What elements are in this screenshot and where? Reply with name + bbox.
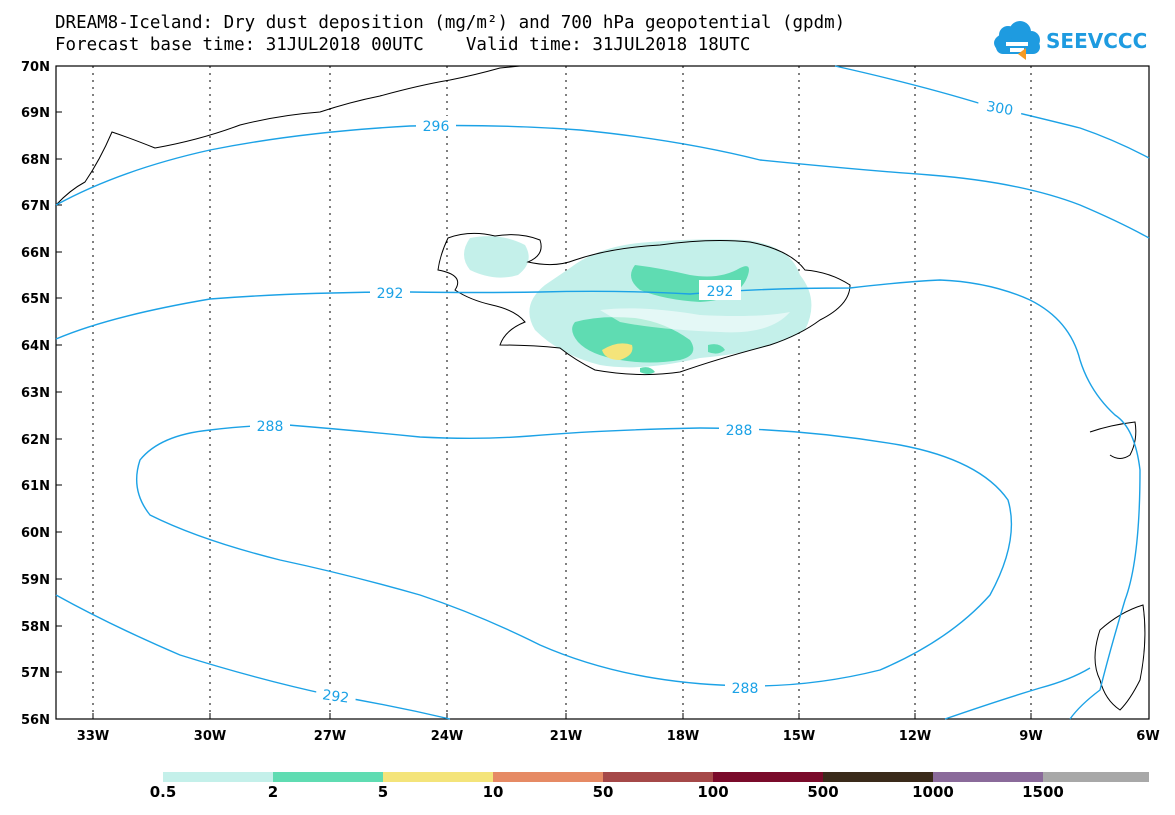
logo-text: SEEVCCC — [1046, 29, 1147, 53]
dust-deposition-shading — [464, 236, 812, 374]
legend-swatch — [383, 772, 493, 782]
lat-label: 66N — [21, 246, 50, 261]
lat-label: 63N — [21, 386, 50, 401]
legend-swatch — [713, 772, 823, 782]
contour-292-south — [55, 594, 451, 720]
contour-label-296: 296 — [423, 119, 450, 135]
contour-label-288-south: 288 — [732, 681, 759, 697]
contour-label-292-east: 292 — [707, 284, 734, 300]
legend-swatch — [1043, 772, 1149, 782]
contour-label-292-south: 292 — [321, 687, 350, 707]
lon-label: 24W — [431, 729, 463, 744]
legend-colorbar — [163, 772, 1149, 782]
plot-frame — [55, 65, 1150, 720]
lat-label: 56N — [21, 713, 50, 728]
lon-label: 30W — [194, 729, 226, 744]
latitude-axis: 70N 69N 68N 67N 66N 65N 64N 63N 62N 61N … — [21, 60, 62, 728]
legend-swatch — [273, 772, 383, 782]
longitude-axis: 33W 30W 27W 24W 21W 18W 15W 12W 9W 6W — [77, 713, 1160, 744]
contour-label-300: 300 — [985, 99, 1014, 119]
seevccc-logo: SEEVCCC — [994, 21, 1147, 60]
lon-label: 9W — [1019, 729, 1042, 744]
lon-label: 18W — [667, 729, 699, 744]
contour-label-292-west: 292 — [377, 286, 404, 302]
lat-label: 60N — [21, 526, 50, 541]
legend-label: 1500 — [1022, 783, 1064, 801]
legend-label: 50 — [592, 783, 614, 801]
lon-label: 12W — [899, 729, 931, 744]
contour-label-288-east: 288 — [726, 423, 753, 439]
lat-label: 59N — [21, 573, 50, 588]
contour-labels: 296 300 292 292 288 288 288 292 — [250, 94, 1024, 707]
legend-swatch — [933, 772, 1043, 782]
lat-label: 65N — [21, 292, 50, 307]
contour-288 — [136, 424, 1013, 687]
legend-label: 0.5 — [149, 783, 177, 801]
coastlines — [55, 65, 1146, 711]
contour-292-southeast — [944, 667, 1091, 720]
lat-label: 58N — [21, 620, 50, 635]
lon-label: 27W — [314, 729, 346, 744]
lat-label: 67N — [21, 199, 50, 214]
lat-label: 70N — [21, 60, 50, 75]
lon-label: 6W — [1136, 729, 1159, 744]
legend-label: 10 — [482, 783, 504, 801]
lat-label: 61N — [21, 479, 50, 494]
lat-label: 64N — [21, 339, 50, 354]
lat-label: 57N — [21, 666, 50, 681]
legend-swatch — [603, 772, 713, 782]
contour-label-288-west: 288 — [257, 419, 284, 435]
lon-label: 15W — [783, 729, 815, 744]
lat-label: 68N — [21, 153, 50, 168]
forecast-time-line: Forecast base time: 31JUL2018 00UTC Vali… — [55, 35, 751, 55]
lat-label: 62N — [21, 433, 50, 448]
legend-swatch — [823, 772, 933, 782]
map-title: DREAM8-Iceland: Dry dust deposition (mg/… — [55, 13, 846, 33]
lon-label: 21W — [550, 729, 582, 744]
legend-label: 500 — [807, 783, 839, 801]
contour-296 — [55, 124, 1150, 239]
legend-swatch — [163, 772, 273, 782]
cloud-logo-icon — [994, 21, 1040, 60]
legend-swatch — [493, 772, 603, 782]
legend-label: 2 — [267, 783, 279, 801]
legend-label: 5 — [377, 783, 389, 801]
lat-label: 69N — [21, 106, 50, 121]
lon-label: 33W — [77, 729, 109, 744]
legend-label: 100 — [697, 783, 729, 801]
legend-label: 1000 — [912, 783, 954, 801]
